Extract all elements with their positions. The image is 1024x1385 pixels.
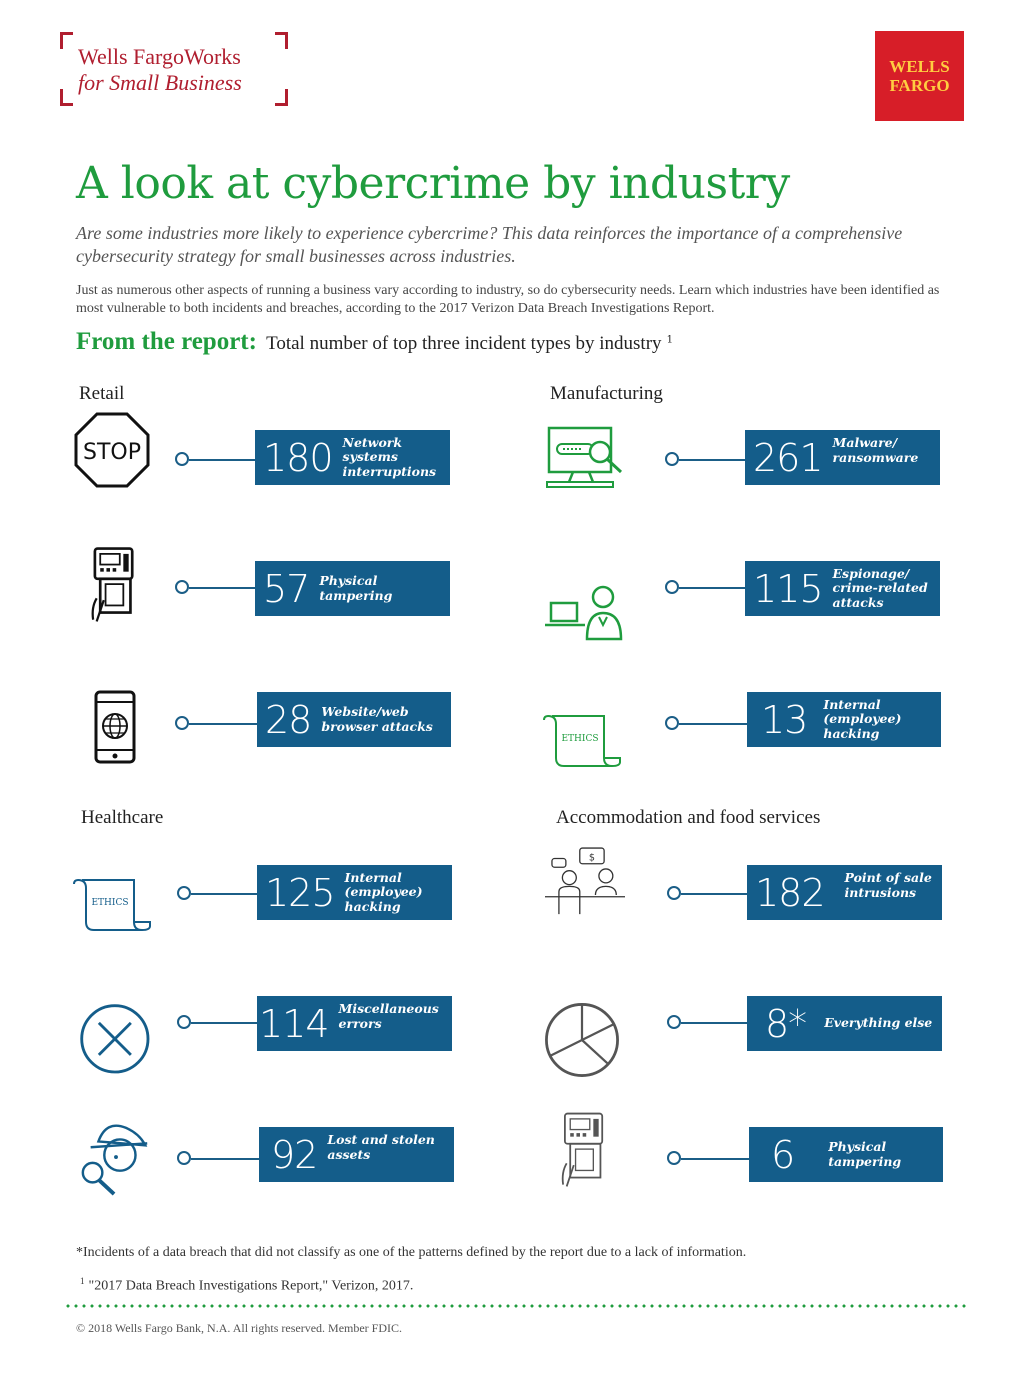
svg-text:ETHICS: ETHICS xyxy=(91,898,128,908)
ethics-scroll-icon: ETHICS xyxy=(543,714,621,767)
industry-heading-accommodation: Accommodation and food services xyxy=(556,807,821,828)
report-footnote-mark: 1 xyxy=(666,334,674,346)
computer-search-icon xyxy=(546,426,623,488)
stat-label: Physical tampering xyxy=(828,1139,902,1169)
industry-heading-healthcare: Healthcare xyxy=(81,807,164,828)
svg-text:$: $ xyxy=(589,852,595,863)
stat-label: Internal (employee) hacking xyxy=(344,869,423,914)
industry-heading-manufacturing: Manufacturing xyxy=(550,383,663,404)
stat-label: Network systems interruptions xyxy=(342,434,437,479)
connector xyxy=(665,579,747,599)
stat-box: 114 Miscellaneous errors xyxy=(257,996,452,1051)
report-description: Total number of top three incident types… xyxy=(266,333,662,354)
asterisk-footnote: *Incidents of a data breach that did not… xyxy=(76,1245,747,1260)
svg-text:STOP: STOP xyxy=(83,440,141,465)
connector xyxy=(667,1150,749,1170)
connector xyxy=(665,715,747,735)
stat-value: 180 xyxy=(263,435,334,480)
stat-value: 125 xyxy=(265,870,336,915)
stat-box: 8* Everything else xyxy=(747,996,942,1051)
connector xyxy=(177,885,259,905)
card-terminal-icon xyxy=(561,1112,604,1187)
connector xyxy=(665,451,747,471)
stat-value: 13 xyxy=(761,697,808,742)
stat-value: 8* xyxy=(765,1001,807,1046)
stop-sign-icon: STOP xyxy=(74,412,150,488)
source-footnote-mark: 1 xyxy=(80,1276,85,1286)
stat-label: Espionage/crime-related attacks xyxy=(832,565,928,610)
connector xyxy=(667,1014,749,1034)
stat-box: 180 Network systems interruptions xyxy=(255,430,450,485)
wells-fargo-works-logo: Wells FargoWorks for Small Business xyxy=(60,32,288,106)
stat-label: Malware/ransomware xyxy=(832,435,919,465)
ethics-scroll-icon: ETHICS xyxy=(73,878,151,931)
subtitle: Are some industries more likely to exper… xyxy=(76,223,903,266)
logo-line-2: for Small Business xyxy=(78,70,242,95)
connector xyxy=(175,715,257,735)
stat-box: 28 Website/web browser attacks xyxy=(257,692,451,747)
connector xyxy=(667,885,749,905)
stat-value: 261 xyxy=(753,435,824,480)
wells-fargo-logo: WELLS FARGO xyxy=(875,31,964,121)
person-laptop-icon xyxy=(545,585,623,641)
source-footnote: 1 "2017 Data Breach Investigations Report… xyxy=(80,1276,413,1295)
stat-box: 125 Internal (employee) hacking xyxy=(257,865,452,920)
detective-magnifier-icon xyxy=(81,1124,148,1196)
page-title: A look at cybercrime by industry xyxy=(76,158,790,209)
wf-logo-line-2: FARGO xyxy=(889,76,950,95)
copyright: © 2018 Wells Fargo Bank, N.A. All rights… xyxy=(76,1321,403,1335)
stat-box: 13 Internal (employee) hacking xyxy=(747,692,941,747)
connector xyxy=(177,1150,259,1170)
stat-box: 261 Malware/ransomware xyxy=(745,430,940,485)
stat-label: Internal (employee) hacking xyxy=(823,696,902,741)
wf-logo-line-1: WELLS xyxy=(889,57,950,76)
industry-heading-retail: Retail xyxy=(79,383,125,404)
card-terminal-icon xyxy=(91,547,134,622)
connector xyxy=(175,451,257,471)
stat-label: Point of sale intrusions xyxy=(844,870,932,900)
connector xyxy=(177,1014,259,1034)
stat-value: 57 xyxy=(263,566,310,611)
stat-label: Miscellaneous errors xyxy=(338,1001,439,1031)
report-label: From the report: xyxy=(76,328,257,355)
stat-label: Physical tampering xyxy=(319,573,393,603)
error-x-icon xyxy=(80,1004,150,1074)
report-heading: From the report: Total number of top thr… xyxy=(76,328,673,356)
stat-box: 6 Physical tampering xyxy=(749,1127,943,1182)
stat-label: Website/web browser attacks xyxy=(321,704,433,734)
stat-value: 92 xyxy=(271,1132,318,1177)
stat-box: 57 Physical tampering xyxy=(255,561,450,616)
connector xyxy=(175,579,257,599)
stat-value: 182 xyxy=(755,870,826,915)
stat-label: Lost and stolen assets xyxy=(327,1132,435,1162)
stat-box: 182 Point of sale intrusions xyxy=(747,865,942,920)
pie-chart-icon xyxy=(545,1003,619,1077)
stat-box: 92 Lost and stolen assets xyxy=(259,1127,454,1182)
stat-value: 115 xyxy=(753,566,824,611)
intro-paragraph: Just as numerous other aspects of runnin… xyxy=(76,283,940,316)
stat-value: 28 xyxy=(265,697,312,742)
source-footnote-text: "2017 Data Breach Investigations Report,… xyxy=(88,1278,414,1294)
point-of-sale-icon: $ xyxy=(545,847,625,915)
logo-line-1: Wells FargoWorks xyxy=(78,44,241,69)
stat-box: 115 Espionage/crime-related attacks xyxy=(745,561,940,616)
stat-value: 6 xyxy=(771,1132,795,1177)
smartphone-globe-icon xyxy=(94,690,136,764)
stat-label: Everything else xyxy=(824,1015,933,1031)
svg-text:ETHICS: ETHICS xyxy=(561,734,598,744)
stat-value: 114 xyxy=(259,1001,330,1046)
dotted-divider xyxy=(64,1304,966,1308)
